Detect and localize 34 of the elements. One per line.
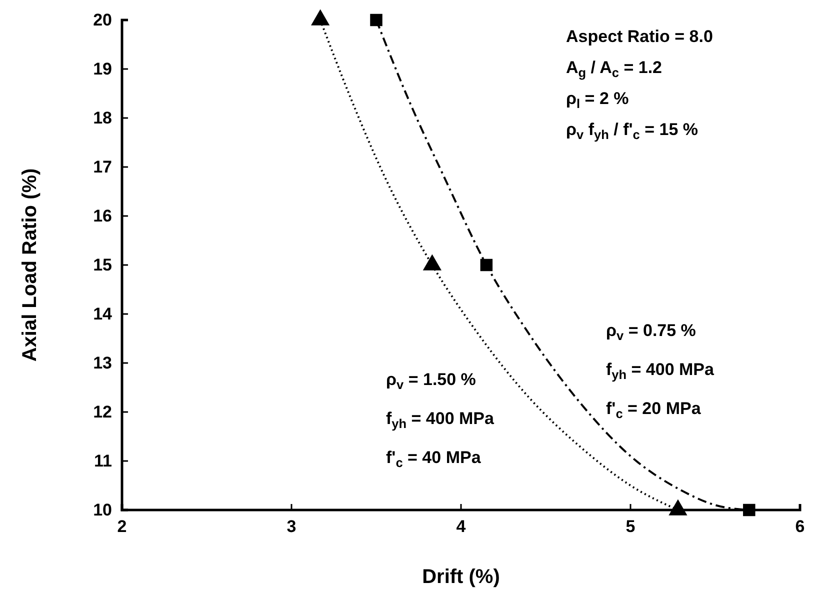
y-tick-label: 13: [93, 353, 112, 372]
y-tick-label: 11: [94, 451, 112, 470]
point: [370, 14, 382, 26]
y-axis-title: Axial Load Ratio (%): [19, 168, 41, 362]
y-tick-label: 12: [93, 402, 112, 422]
annotation: ρ$_{v}$ = 1.50 %: [386, 370, 476, 392]
annotation: ρ$_{l}$ = 2 %: [566, 89, 629, 111]
annotation: f$_{yh}$ = 400 MPa: [386, 409, 495, 431]
annotation: f'$_{c}$ = 20 MPa: [606, 399, 702, 421]
x-tick-label: 5: [626, 517, 636, 536]
annotation: f$_{yh}$ = 400 MPa: [606, 360, 715, 382]
point: [480, 258, 493, 272]
y-tick-label: 14: [93, 304, 113, 324]
y-tick-label: 19: [93, 59, 112, 78]
point: [668, 499, 688, 516]
x-axis-title: Drift (%): [422, 566, 500, 588]
annotation: f'$_{c}$ = 40 MPa: [386, 448, 482, 470]
annotation: ρ$_{v}$ f$_{yh}$ / f'$_{c}$ = 15 %: [566, 120, 698, 142]
y-tick-label: 16: [93, 206, 112, 226]
x-tick-label: 2: [117, 517, 127, 536]
annotation: Aspect Ratio = 8.0: [566, 27, 713, 46]
y-tick-label: 18: [93, 108, 112, 128]
y-tick-label: 17: [93, 157, 112, 176]
y-tick-label: 10: [93, 500, 112, 520]
x-tick-label: 4: [456, 517, 466, 536]
x-tick-label: 3: [286, 517, 296, 536]
point: [311, 9, 330, 26]
annotation: ρ$_{v}$ = 0.75 %: [606, 321, 696, 343]
annotation: A$_{g}$ / A$_{c}$ = 1.2: [566, 58, 662, 80]
point: [422, 254, 442, 270]
y-tick-label: 15: [93, 255, 112, 274]
point: [743, 504, 756, 516]
y-tick-label: 20: [93, 10, 112, 30]
x-tick-label: 6: [795, 517, 805, 536]
